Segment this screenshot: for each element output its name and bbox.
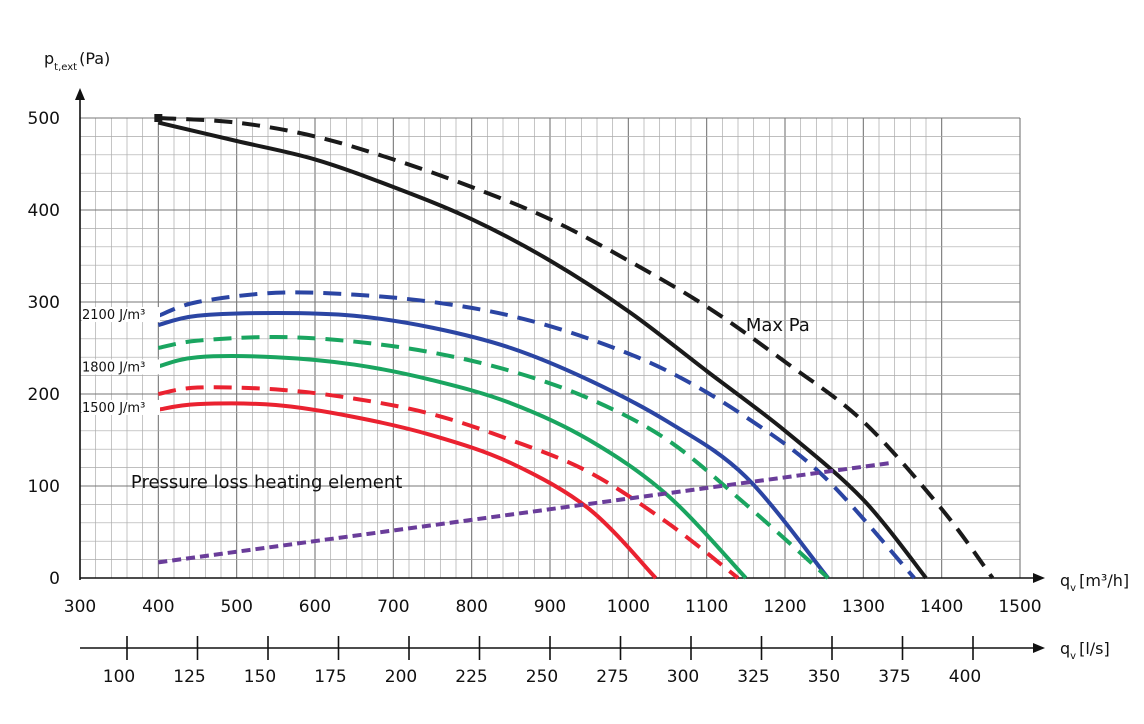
series-line-green-dashed (157, 334, 830, 580)
y-tick-label: 0 (49, 569, 60, 589)
x-tick-labels: 300 400 500 600 700 800 900 1000 1100 1200 1300 140… (64, 597, 1042, 617)
x-tick-label: 500 (220, 597, 252, 617)
power-label: 1800 J/m³ (82, 360, 145, 375)
start-marker (154, 114, 163, 122)
x2-tick-label: 250 (526, 667, 558, 687)
series-line-red-solid (158, 401, 658, 580)
max-pa-label: Max Pa (746, 315, 810, 336)
x2-tick-label: 325 (737, 667, 769, 687)
x2-tick-labels: 100 125 150 175 200 225 250 275 300 325 350 375 400 (103, 636, 981, 687)
x-tick-label: 1200 (763, 597, 806, 617)
axes (75, 88, 1045, 653)
y-tick-label: 200 (28, 385, 60, 405)
x2-tick-label: 375 (878, 667, 910, 687)
x-axis-title: qv [m³/h] (1060, 571, 1129, 594)
series-line-black-solid (157, 120, 928, 580)
x2-tick-label: 400 (949, 667, 981, 687)
x2-tick-label: 175 (314, 667, 346, 687)
x2-tick-label: 225 (455, 667, 487, 687)
x-tick-label: 1400 (920, 597, 963, 617)
series-line-blue-dashed (157, 290, 916, 580)
x2-tick-label: 300 (667, 667, 699, 687)
x2-tick-label: 100 (103, 667, 135, 687)
series-line-blue-solid (157, 311, 830, 580)
x-tick-label: 1300 (842, 597, 885, 617)
y-axis-title: pt,ext (Pa) (44, 49, 110, 73)
x-tick-label: 400 (142, 597, 174, 617)
x2-tick-label: 200 (385, 667, 417, 687)
heating-element-label: Pressure loss heating element (131, 472, 402, 493)
y-tick-label: 500 (28, 109, 60, 129)
series-lines (154, 114, 995, 580)
x2-tick-label: 275 (596, 667, 628, 687)
y-tick-label: 100 (28, 477, 60, 497)
y-axis-arrow-icon (75, 88, 85, 100)
y-tick-label: 300 (28, 293, 60, 313)
x-axis-arrow-icon (1033, 573, 1045, 583)
annotations: 2100 J/m³ 1800 J/m³ 1500 J/m³ Max Pa Pressur… (82, 307, 810, 493)
x2-axis-arrow-icon (1033, 643, 1045, 653)
x-tick-label: 700 (377, 597, 409, 617)
x2-tick-label: 350 (808, 667, 840, 687)
y-tick-label: 400 (28, 201, 60, 221)
x2-tick-label: 125 (173, 667, 205, 687)
annotation-bg (82, 399, 160, 415)
annotation-bg (82, 307, 160, 323)
x2-tick-label: 150 (244, 667, 276, 687)
series-line-green-solid (157, 354, 748, 580)
x-tick-label: 300 (64, 597, 96, 617)
x-tick-label: 600 (299, 597, 331, 617)
power-label: 2100 J/m³ (82, 308, 145, 323)
x-tick-label: 900 (534, 597, 566, 617)
x-tick-label: 800 (455, 597, 487, 617)
series-line-red-dashed (157, 385, 740, 580)
y-tick-labels: 0 100 200 300 400 500 (28, 109, 60, 589)
series-line-black-dashed (158, 116, 995, 580)
x-tick-label: 1500 (998, 597, 1041, 617)
x-tick-label: 1100 (685, 597, 728, 617)
series-line-purple-dashed (158, 461, 892, 565)
x2-axis-title: qv [l/s] (1060, 639, 1110, 662)
annotation-bg (82, 359, 160, 375)
power-label: 1500 J/m³ (82, 401, 145, 416)
x-tick-label: 1000 (607, 597, 650, 617)
